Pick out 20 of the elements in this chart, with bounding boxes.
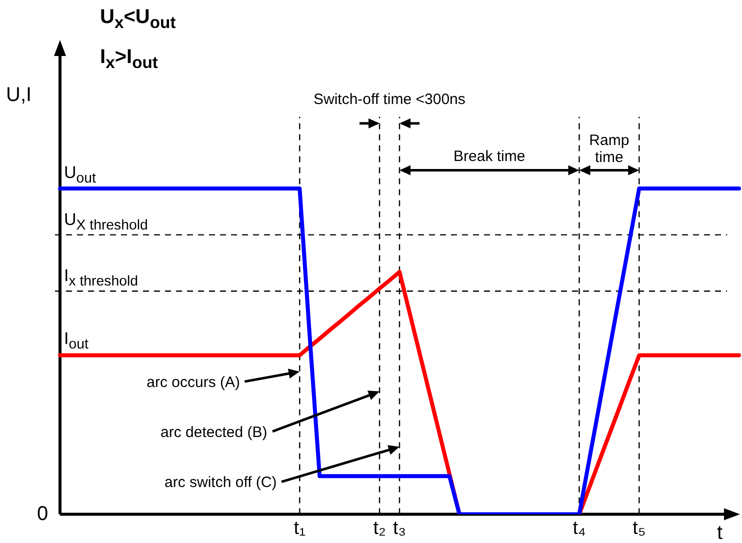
ref-line-label: I$_{x threshold}$ bbox=[64, 266, 138, 290]
y-axis-title: U,I bbox=[6, 84, 32, 106]
x-tick-label: t₁ bbox=[294, 518, 306, 539]
chart-title: U$_{x}$<U$_{out}$ bbox=[100, 6, 176, 32]
x-tick-label: t₅ bbox=[632, 518, 646, 539]
text: Switch-off time <300ns bbox=[314, 91, 466, 109]
annotation: arc occurs (A) bbox=[146, 374, 240, 392]
series-label: U$_{out}$ bbox=[64, 162, 96, 186]
text: Ramp time bbox=[588, 132, 630, 166]
text: Break time bbox=[452, 148, 526, 166]
x-tick-label: t₄ bbox=[572, 518, 586, 539]
annotation: arc switch off (C) bbox=[164, 474, 277, 492]
series-label: I$_{out}$ bbox=[64, 329, 88, 354]
text: 0 bbox=[37, 503, 48, 526]
x-axis-title: t bbox=[717, 522, 723, 543]
x-tick-label: t₂ bbox=[373, 518, 386, 539]
chart-subtitle: I$_{x}$>I$_{out}$ bbox=[100, 46, 158, 72]
ref-line-label: U$_{X threshold}$ bbox=[64, 210, 148, 234]
annotation: arc detected (B) bbox=[160, 424, 268, 442]
x-tick-label: t₃ bbox=[392, 518, 406, 539]
